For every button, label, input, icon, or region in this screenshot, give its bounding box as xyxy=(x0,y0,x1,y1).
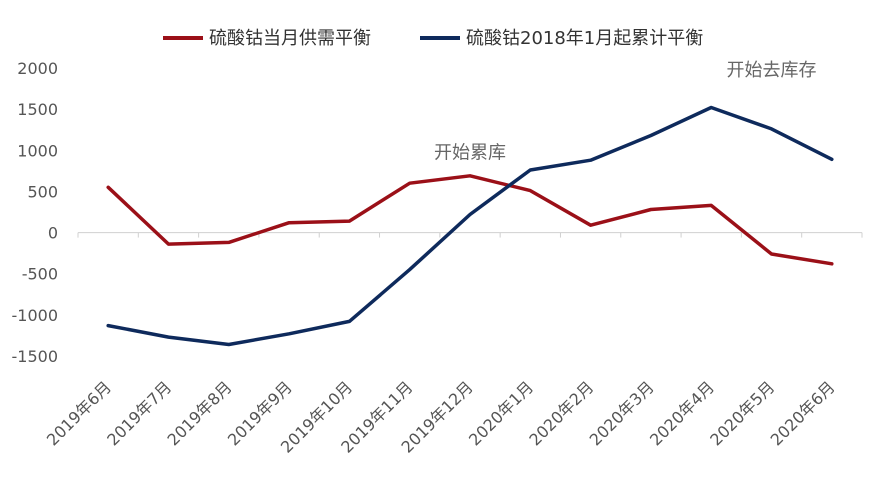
y-tick-label: -1500 xyxy=(12,347,59,366)
series-line-2 xyxy=(106,105,834,347)
y-tick-label: -1000 xyxy=(12,306,59,325)
x-tick-label: 2020年3月 xyxy=(586,377,658,449)
annotation-label: 开始去库存 xyxy=(727,60,817,81)
y-axis: 2000 1500 1000 500 0 -500 -1000 -1500 xyxy=(12,59,59,366)
x-tick-label: 2019年7月 xyxy=(103,377,175,449)
x-tick-label: 2020年4月 xyxy=(646,377,718,449)
series-line-1 xyxy=(106,174,834,266)
y-tick-label: -500 xyxy=(22,265,58,284)
y-tick-label: 1500 xyxy=(17,100,58,119)
annotation-label: 开始累库 xyxy=(434,143,506,164)
y-tick-label: 1000 xyxy=(17,141,58,160)
x-axis-ticks xyxy=(77,232,863,238)
legend-label-2: 硫酸钴2018年1月起累计平衡 xyxy=(466,28,703,49)
x-tick-label: 2019年8月 xyxy=(164,377,236,449)
legend-label-1: 硫酸钴当月供需平衡 xyxy=(209,28,371,49)
x-tick-label: 2019年6月 xyxy=(43,377,115,449)
x-axis-labels: 2019年6月2019年7月2019年8月2019年9月2019年10月2019… xyxy=(43,377,839,456)
y-tick-label: 2000 xyxy=(17,59,58,78)
x-tick-label: 2020年5月 xyxy=(706,377,778,449)
chart-legend: 硫酸钴当月供需平衡 硫酸钴2018年1月起累计平衡 xyxy=(163,28,703,49)
series-lines xyxy=(106,105,834,347)
x-tick-label: 2020年6月 xyxy=(767,377,839,449)
x-tick-label: 2020年1月 xyxy=(465,377,537,449)
x-tick-label: 2020年2月 xyxy=(525,377,597,449)
y-tick-label: 500 xyxy=(27,182,58,201)
y-tick-label: 0 xyxy=(48,224,58,243)
annotations: 开始累库 开始去库存 xyxy=(434,60,817,163)
